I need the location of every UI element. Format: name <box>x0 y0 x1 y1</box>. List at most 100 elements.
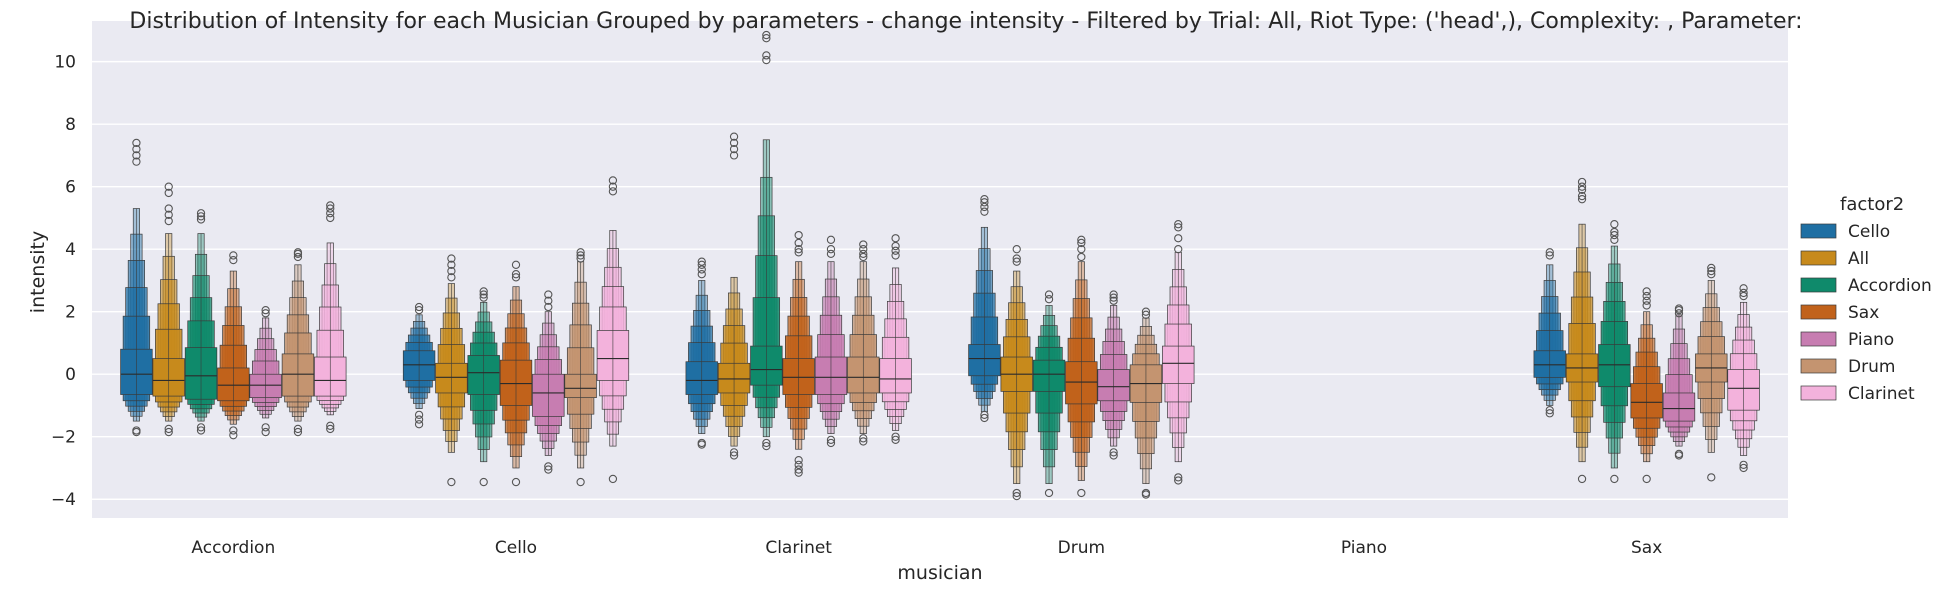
outlier-point <box>859 437 868 446</box>
y-tick-label: 6 <box>65 178 76 198</box>
outlier-point <box>891 234 900 243</box>
outlier-point <box>729 145 739 154</box>
boxen-clarinet <box>879 234 912 445</box>
boxen-clarinet <box>596 176 630 484</box>
outlier-point <box>826 245 836 254</box>
outlier-point <box>326 201 335 210</box>
outlier-point <box>544 296 553 305</box>
outlier-point <box>1707 266 1716 276</box>
outlier-point <box>261 423 270 432</box>
x-tick-label: Cello <box>495 538 537 558</box>
outlier-point <box>1109 448 1118 457</box>
outlier-point <box>980 195 989 204</box>
legend: factor2 Cello All Accordion Sax Piano Drum Cla… <box>1800 194 1932 404</box>
boxen-piano <box>532 290 565 474</box>
outlier-point <box>762 51 771 60</box>
outlier-point <box>576 248 585 257</box>
outlier-point <box>1707 270 1716 279</box>
outlier-point <box>1141 310 1151 319</box>
boxen-cello <box>685 257 718 449</box>
outlier-point <box>608 182 618 191</box>
outlier-point <box>544 465 553 474</box>
boxen-cello <box>402 302 436 429</box>
boxen-accordion <box>750 30 783 451</box>
legend-label: Accordion <box>1848 276 1932 296</box>
outlier-point <box>697 440 706 449</box>
outlier-point <box>1610 235 1619 244</box>
legend-swatch <box>1800 223 1837 239</box>
outlier-point <box>1642 301 1651 310</box>
outlier-point <box>1642 474 1651 484</box>
boxen-drum <box>281 248 315 437</box>
outlier-point <box>859 252 868 262</box>
x-tick-label: Accordion <box>191 538 275 558</box>
outlier-point <box>132 145 141 154</box>
boxen-cello <box>968 195 1001 423</box>
outlier-point <box>479 293 488 302</box>
outlier-point <box>794 465 803 474</box>
y-axis-ticks: −4 −2 0 2 4 6 8 10 <box>51 53 76 511</box>
outlier-point <box>826 235 836 244</box>
outlier-point <box>229 431 238 440</box>
outlier-point <box>326 421 335 430</box>
outlier-point <box>1610 474 1619 484</box>
outlier-point <box>1707 473 1716 482</box>
outlier-point <box>794 230 803 240</box>
outlier-point <box>1577 182 1587 191</box>
outlier-point <box>859 245 868 254</box>
legend-swatch <box>1800 331 1837 347</box>
outlier-point <box>196 209 206 218</box>
boxen-drum <box>564 248 597 487</box>
outlier-point <box>1577 185 1587 194</box>
outlier-point <box>1545 409 1554 418</box>
outlier-point <box>132 157 141 166</box>
outlier-point <box>891 251 900 260</box>
outlier-point <box>164 424 173 434</box>
outlier-point <box>794 460 803 470</box>
outlier-point <box>608 187 618 196</box>
boxen-sax <box>1630 287 1663 484</box>
outlier-point <box>132 138 141 148</box>
outlier-point <box>132 427 141 437</box>
outlier-point <box>164 204 173 213</box>
outlier-point <box>479 477 488 487</box>
outlier-point <box>891 241 900 251</box>
outlier-point <box>1012 488 1021 498</box>
outlier-point <box>794 245 803 254</box>
legend-label: Clarinet <box>1848 384 1915 404</box>
boxen-clarinet <box>1727 284 1760 473</box>
boxen-piano <box>814 235 848 448</box>
outlier-point <box>1141 490 1151 499</box>
outlier-point <box>1739 288 1748 298</box>
legend-label: Piano <box>1848 330 1894 350</box>
outlier-point <box>1077 238 1086 248</box>
outlier-point <box>511 477 521 487</box>
outlier-point <box>794 456 803 465</box>
outlier-point <box>826 249 836 259</box>
boxen-piano <box>1097 290 1130 460</box>
outlier-point <box>859 249 868 259</box>
outlier-point <box>164 427 173 437</box>
outlier-point <box>729 132 739 141</box>
legend-swatch <box>1800 385 1837 401</box>
outlier-point <box>1577 177 1587 187</box>
outlier-point <box>729 451 739 460</box>
boxen-piano <box>249 305 282 437</box>
outlier-point <box>794 238 803 248</box>
outlier-point <box>980 413 989 423</box>
outlier-point <box>479 290 488 299</box>
boxen-all <box>152 182 185 437</box>
outlier-point <box>293 248 303 257</box>
outlier-point <box>447 266 456 276</box>
outlier-point <box>164 182 173 191</box>
outlier-point <box>1739 291 1748 301</box>
outlier-point <box>229 251 238 260</box>
outlier-point <box>1739 460 1748 470</box>
outlier-point <box>891 246 900 255</box>
boxen-drum <box>847 240 880 446</box>
outlier-point <box>1577 195 1587 204</box>
boxen-clarinet <box>314 201 347 434</box>
outlier-point <box>196 423 206 432</box>
outlier-point <box>293 424 303 434</box>
outlier-point <box>1642 291 1651 301</box>
